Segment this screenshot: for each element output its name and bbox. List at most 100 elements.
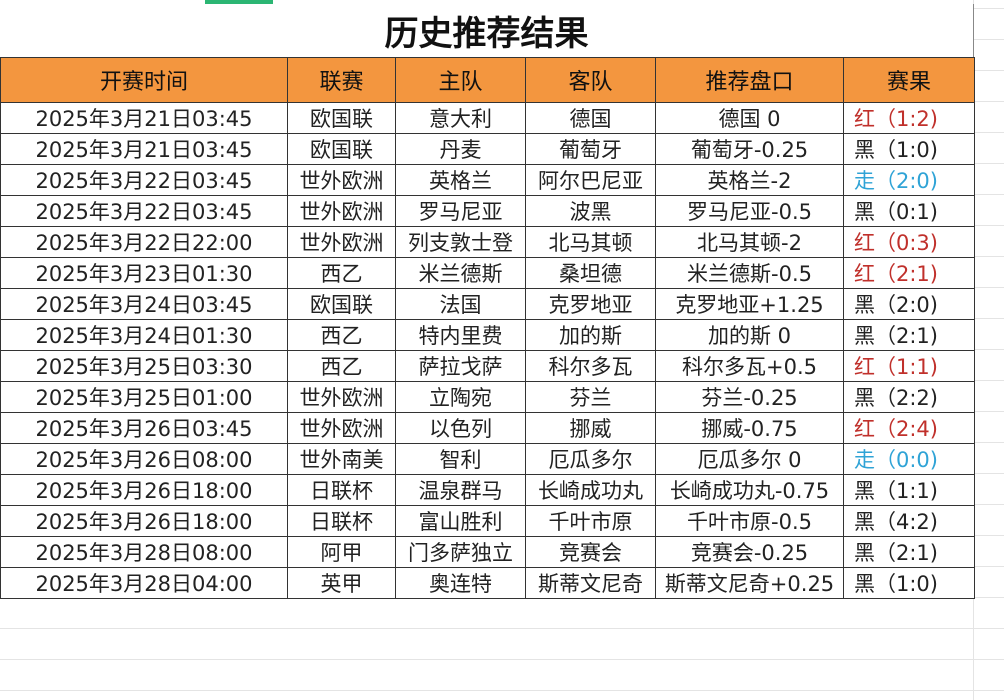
cell-pick[interactable]: 挪威-0.75 [655,412,844,444]
cell-pick[interactable]: 英格兰-2 [655,164,844,196]
cell-time[interactable]: 2025年3月28日04:00 [0,567,288,599]
cell-pick[interactable]: 科尔多瓦+0.5 [655,350,844,382]
cell-result[interactable]: 黑（1:0) [843,133,975,165]
cell-time[interactable]: 2025年3月28日08:00 [0,536,288,568]
cell-pick[interactable]: 加的斯 0 [655,319,844,351]
cell-home[interactable]: 意大利 [395,102,526,134]
cell-away[interactable]: 厄瓜多尔 [525,443,656,475]
cell-league[interactable]: 世外欧洲 [287,381,396,413]
cell-result[interactable]: 黑（2:1) [843,319,975,351]
cell-result[interactable]: 黑（2:2) [843,381,975,413]
cell-league[interactable]: 欧国联 [287,102,396,134]
cell-pick[interactable]: 北马其顿-2 [655,226,844,258]
header-pick[interactable]: 推荐盘口 [655,57,844,103]
cell-time[interactable]: 2025年3月26日08:00 [0,443,288,475]
cell-league[interactable]: 日联杯 [287,505,396,537]
cell-pick[interactable]: 斯蒂文尼奇+0.25 [655,567,844,599]
cell-league[interactable]: 世外欧洲 [287,412,396,444]
cell-league[interactable]: 阿甲 [287,536,396,568]
cell-away[interactable]: 波黑 [525,195,656,227]
header-home[interactable]: 主队 [395,57,526,103]
cell-pick[interactable]: 德国 0 [655,102,844,134]
header-away[interactable]: 客队 [525,57,656,103]
cell-result[interactable]: 黑（4:2) [843,505,975,537]
cell-away[interactable]: 北马其顿 [525,226,656,258]
header-league[interactable]: 联赛 [287,57,396,103]
cell-time[interactable]: 2025年3月21日03:45 [0,102,288,134]
cell-result[interactable]: 黑（1:0) [843,567,975,599]
cell-home[interactable]: 法国 [395,288,526,320]
cell-result[interactable]: 红（0:3) [843,226,975,258]
cell-home[interactable]: 罗马尼亚 [395,195,526,227]
cell-result[interactable]: 红（1:1) [843,350,975,382]
cell-away[interactable]: 德国 [525,102,656,134]
cell-home[interactable]: 丹麦 [395,133,526,165]
cell-pick[interactable]: 千叶市原-0.5 [655,505,844,537]
cell-result[interactable]: 黑（0:1) [843,195,975,227]
cell-time[interactable]: 2025年3月25日01:00 [0,381,288,413]
cell-result[interactable]: 走（0:0) [843,443,975,475]
cell-time[interactable]: 2025年3月22日03:45 [0,164,288,196]
cell-league[interactable]: 世外欧洲 [287,226,396,258]
cell-home[interactable]: 米兰德斯 [395,257,526,289]
header-result[interactable]: 赛果 [843,57,975,103]
header-time[interactable]: 开赛时间 [0,57,288,103]
cell-away[interactable]: 竞赛会 [525,536,656,568]
cell-home[interactable]: 富山胜利 [395,505,526,537]
cell-time[interactable]: 2025年3月26日03:45 [0,412,288,444]
cell-time[interactable]: 2025年3月21日03:45 [0,133,288,165]
cell-home[interactable]: 温泉群马 [395,474,526,506]
cell-result[interactable]: 红（2:4) [843,412,975,444]
cell-pick[interactable]: 芬兰-0.25 [655,381,844,413]
cell-time[interactable]: 2025年3月22日22:00 [0,226,288,258]
cell-league[interactable]: 世外南美 [287,443,396,475]
cell-time[interactable]: 2025年3月23日01:30 [0,257,288,289]
cell-away[interactable]: 加的斯 [525,319,656,351]
cell-time[interactable]: 2025年3月26日18:00 [0,505,288,537]
cell-pick[interactable]: 克罗地亚+1.25 [655,288,844,320]
cell-time[interactable]: 2025年3月24日03:45 [0,288,288,320]
cell-pick[interactable]: 葡萄牙-0.25 [655,133,844,165]
cell-result[interactable]: 红（1:2) [843,102,975,134]
cell-result[interactable]: 走（2:0) [843,164,975,196]
cell-away[interactable]: 长崎成功丸 [525,474,656,506]
cell-time[interactable]: 2025年3月25日03:30 [0,350,288,382]
cell-result[interactable]: 红（2:1) [843,257,975,289]
cell-league[interactable]: 欧国联 [287,133,396,165]
cell-pick[interactable]: 罗马尼亚-0.5 [655,195,844,227]
cell-league[interactable]: 西乙 [287,350,396,382]
cell-away[interactable]: 千叶市原 [525,505,656,537]
cell-league[interactable]: 世外欧洲 [287,195,396,227]
cell-result[interactable]: 黑（2:1) [843,536,975,568]
cell-away[interactable]: 芬兰 [525,381,656,413]
cell-league[interactable]: 世外欧洲 [287,164,396,196]
cell-pick[interactable]: 厄瓜多尔 0 [655,443,844,475]
page-title[interactable]: 历史推荐结果 [0,4,974,57]
cell-away[interactable]: 葡萄牙 [525,133,656,165]
cell-league[interactable]: 欧国联 [287,288,396,320]
cell-home[interactable]: 特内里费 [395,319,526,351]
cell-home[interactable]: 门多萨独立 [395,536,526,568]
cell-away[interactable]: 克罗地亚 [525,288,656,320]
cell-time[interactable]: 2025年3月24日01:30 [0,319,288,351]
cell-away[interactable]: 桑坦德 [525,257,656,289]
cell-home[interactable]: 英格兰 [395,164,526,196]
cell-away[interactable]: 斯蒂文尼奇 [525,567,656,599]
cell-pick[interactable]: 长崎成功丸-0.75 [655,474,844,506]
cell-time[interactable]: 2025年3月26日18:00 [0,474,288,506]
cell-home[interactable]: 立陶宛 [395,381,526,413]
cell-pick[interactable]: 竞赛会-0.25 [655,536,844,568]
cell-away[interactable]: 挪威 [525,412,656,444]
cell-league[interactable]: 日联杯 [287,474,396,506]
cell-league[interactable]: 英甲 [287,567,396,599]
cell-result[interactable]: 黑（1:1) [843,474,975,506]
cell-away[interactable]: 阿尔巴尼亚 [525,164,656,196]
cell-result[interactable]: 黑（2:0) [843,288,975,320]
cell-home[interactable]: 列支敦士登 [395,226,526,258]
cell-home[interactable]: 奥连特 [395,567,526,599]
cell-away[interactable]: 科尔多瓦 [525,350,656,382]
cell-home[interactable]: 智利 [395,443,526,475]
cell-home[interactable]: 以色列 [395,412,526,444]
cell-time[interactable]: 2025年3月22日03:45 [0,195,288,227]
cell-home[interactable]: 萨拉戈萨 [395,350,526,382]
